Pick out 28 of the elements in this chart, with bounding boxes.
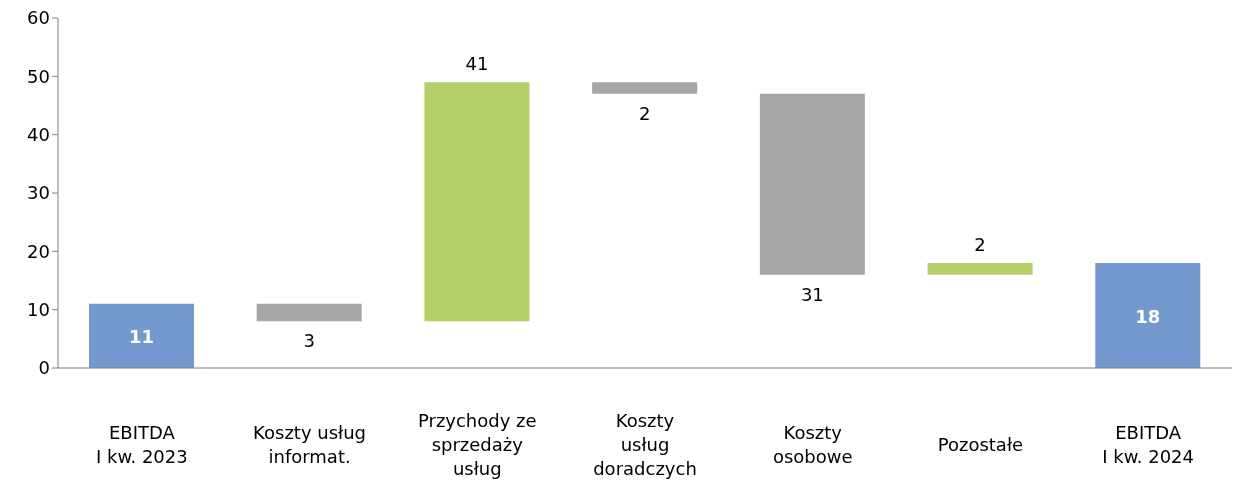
data-label: 18	[1135, 305, 1161, 327]
x-tick-label: Koszty usług informat.	[253, 422, 367, 467]
y-tick-label: 0	[38, 357, 50, 379]
y-tick-label: 60	[27, 7, 50, 29]
data-label: 31	[800, 283, 824, 305]
y-tick-label: 50	[27, 65, 50, 87]
bar	[759, 93, 865, 275]
bar	[927, 263, 1033, 275]
y-tick-label: 40	[27, 124, 50, 146]
y-tick-label: 20	[27, 240, 50, 262]
y-tick-label: 30	[27, 182, 50, 204]
data-label: 41	[465, 53, 489, 75]
bar	[256, 303, 362, 322]
bar	[1095, 263, 1201, 368]
data-label: 11	[128, 325, 155, 347]
bar	[424, 82, 530, 322]
data-label: 3	[303, 330, 315, 352]
y-tick-label: 10	[27, 299, 50, 321]
x-tick-label: Przychody ze sprzedaży usług	[417, 410, 537, 479]
bar	[592, 82, 698, 94]
x-tick-label: Koszty osobowe	[772, 422, 853, 467]
x-tick-label: EBITDA I kw. 2023	[95, 422, 188, 467]
bar	[89, 303, 194, 368]
data-label: 2	[638, 102, 651, 124]
x-tick-label: Koszty usług doradczych	[593, 410, 697, 479]
x-tick-label: Pozostałe	[937, 434, 1024, 455]
x-tick-label: EBITDA I kw. 2024	[1102, 422, 1195, 467]
data-label: 2	[974, 234, 986, 255]
